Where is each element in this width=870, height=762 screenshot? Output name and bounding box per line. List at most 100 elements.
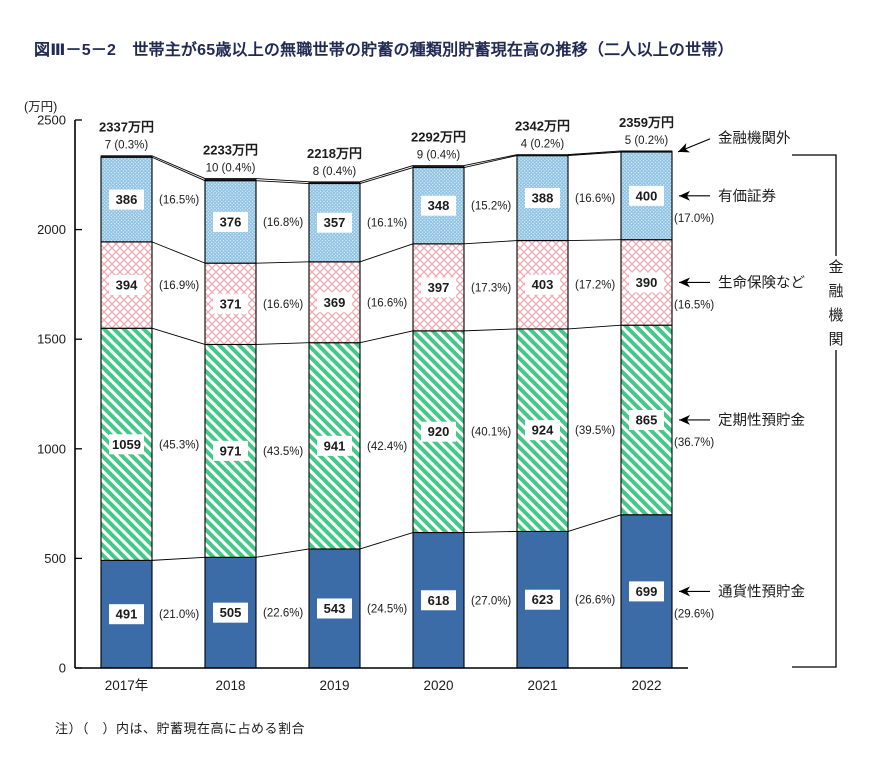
- total-label: 2292万円: [411, 130, 466, 145]
- connector-line: [255, 342, 310, 345]
- value-label-securities-2020: 348: [428, 198, 450, 213]
- connector-line: [151, 556, 206, 561]
- value-label-life-insurance-2021: 403: [532, 277, 554, 292]
- connector-line: [255, 178, 310, 183]
- value-label-time-deposits-2017年: 1059: [112, 437, 141, 452]
- connector-line: [567, 151, 622, 156]
- x-tick-label: 2018: [215, 678, 245, 693]
- arrow-outside-financial-institutions: [677, 138, 711, 153]
- pct-label-currency-deposits-2019: (24.5%): [367, 603, 407, 615]
- y-tick-label: 2000: [37, 222, 66, 237]
- pct-label-securities-2017年: (16.5%): [159, 195, 199, 207]
- value-label-time-deposits-2018: 971: [220, 443, 242, 458]
- value-label-life-insurance-2018: 371: [220, 296, 242, 311]
- value-label-securities-2017年: 386: [116, 192, 138, 207]
- x-tick-label: 2017年: [105, 678, 149, 693]
- pct-label-currency-deposits-2022: (29.6%): [674, 608, 714, 620]
- connector-line: [151, 241, 206, 264]
- bar-segment-outside-financial-institutions-2022: [620, 150, 673, 153]
- connector-line: [567, 239, 622, 242]
- bar-segment-outside-financial-institutions-2018: [204, 178, 257, 182]
- value-label-box: [317, 435, 352, 456]
- y-tick-label: 1000: [37, 441, 66, 456]
- value-label-box: [213, 293, 248, 314]
- outside-value-label: 9 (0.4%): [417, 150, 461, 162]
- value-label-box: [213, 602, 248, 623]
- value-label-box: [109, 189, 144, 210]
- category-label-outside-financial-institutions: 金融機関外: [718, 130, 791, 147]
- outside-value-label: 8 (0.4%): [313, 166, 357, 178]
- total-label: 2337万円: [99, 120, 154, 135]
- pct-label-time-deposits-2020: (40.1%): [471, 427, 511, 439]
- total-label: 2359万円: [619, 115, 674, 130]
- pct-label-time-deposits-2021: (39.5%): [575, 425, 615, 437]
- value-label-box: [629, 581, 664, 602]
- value-label-box: [629, 409, 664, 430]
- pct-label-time-deposits-2022: (36.7%): [674, 437, 714, 449]
- connector-line: [151, 155, 206, 179]
- connector-line: [463, 154, 518, 167]
- y-tick-label: 2500: [37, 113, 66, 128]
- connector-line: [359, 532, 414, 550]
- value-label-life-insurance-2019: 369: [324, 295, 346, 310]
- bar-segment-outside-financial-institutions-2019: [308, 181, 361, 184]
- value-label-life-insurance-2017年: 394: [116, 278, 138, 293]
- pct-label-securities-2021: (16.6%): [575, 193, 615, 205]
- connector-line: [359, 167, 414, 184]
- financial-institutions-bracket: [792, 154, 837, 668]
- connector-line: [567, 324, 622, 330]
- connector-line: [463, 240, 518, 245]
- outside-value-label: 10 (0.4%): [206, 163, 256, 175]
- y-tick-label: 1500: [37, 332, 66, 347]
- value-label-currency-deposits-2020: 618: [428, 593, 450, 608]
- value-label-box: [525, 589, 560, 610]
- pct-label-life-insurance-2018: (16.6%): [263, 299, 303, 311]
- pct-label-life-insurance-2020: (17.3%): [471, 282, 511, 294]
- pct-label-life-insurance-2022: (16.5%): [674, 299, 714, 311]
- value-label-box: [629, 272, 664, 293]
- pct-label-time-deposits-2019: (42.4%): [367, 441, 407, 453]
- category-label-currency-deposits: 通貨性預貯金: [718, 583, 805, 600]
- value-label-securities-2022: 400: [636, 188, 658, 203]
- pct-label-securities-2022: (17.0%): [674, 213, 714, 225]
- category-label-life-insurance: 生命保険など: [718, 273, 805, 291]
- value-label-time-deposits-2022: 865: [636, 412, 658, 427]
- pct-label-currency-deposits-2021: (26.6%): [575, 595, 615, 607]
- value-label-box: [525, 274, 560, 295]
- pct-label-life-insurance-2021: (17.2%): [575, 280, 615, 292]
- x-tick-label: 2020: [423, 678, 453, 693]
- connector-line: [151, 327, 206, 345]
- total-label: 2342万円: [515, 119, 570, 134]
- bar-segment-outside-financial-institutions-2020: [412, 165, 465, 168]
- pct-label-time-deposits-2017年: (45.3%): [159, 439, 199, 451]
- value-label-currency-deposits-2022: 699: [636, 584, 658, 599]
- x-tick-label: 2021: [527, 678, 557, 693]
- outside-value-label: 5 (0.2%): [625, 135, 669, 147]
- pct-label-securities-2020: (15.2%): [471, 201, 511, 213]
- value-label-time-deposits-2019: 941: [324, 438, 346, 453]
- connector-line: [463, 328, 518, 332]
- connector-line: [567, 150, 622, 156]
- category-label-securities: 有価証券: [718, 188, 776, 205]
- bar-segment-outside-financial-institutions-2017年: [100, 155, 153, 158]
- outside-value-label: 7 (0.3%): [105, 140, 149, 152]
- pct-label-time-deposits-2018: (43.5%): [263, 446, 303, 458]
- value-label-securities-2018: 376: [220, 214, 242, 229]
- value-label-box: [421, 421, 456, 442]
- value-label-box: [421, 195, 456, 216]
- pct-label-currency-deposits-2017年: (21.0%): [159, 609, 199, 621]
- value-label-time-deposits-2020: 920: [428, 424, 450, 439]
- total-label: 2218万円: [307, 146, 362, 161]
- connector-line: [151, 156, 206, 182]
- pct-label-life-insurance-2017年: (16.9%): [159, 280, 199, 292]
- pct-label-currency-deposits-2020: (27.0%): [471, 595, 511, 607]
- value-label-life-insurance-2020: 397: [428, 280, 450, 295]
- x-tick-label: 2019: [319, 678, 349, 693]
- bracket-label-char: 融: [828, 283, 843, 300]
- connector-line: [359, 165, 414, 183]
- bracket-label-char: 金: [828, 259, 843, 276]
- figure-title: 図Ⅲ－5－2 世帯主が65歳以上の無職世帯の貯蓄の種類別貯蓄現在高の推移（二人以…: [34, 42, 734, 59]
- value-label-box: [109, 604, 144, 625]
